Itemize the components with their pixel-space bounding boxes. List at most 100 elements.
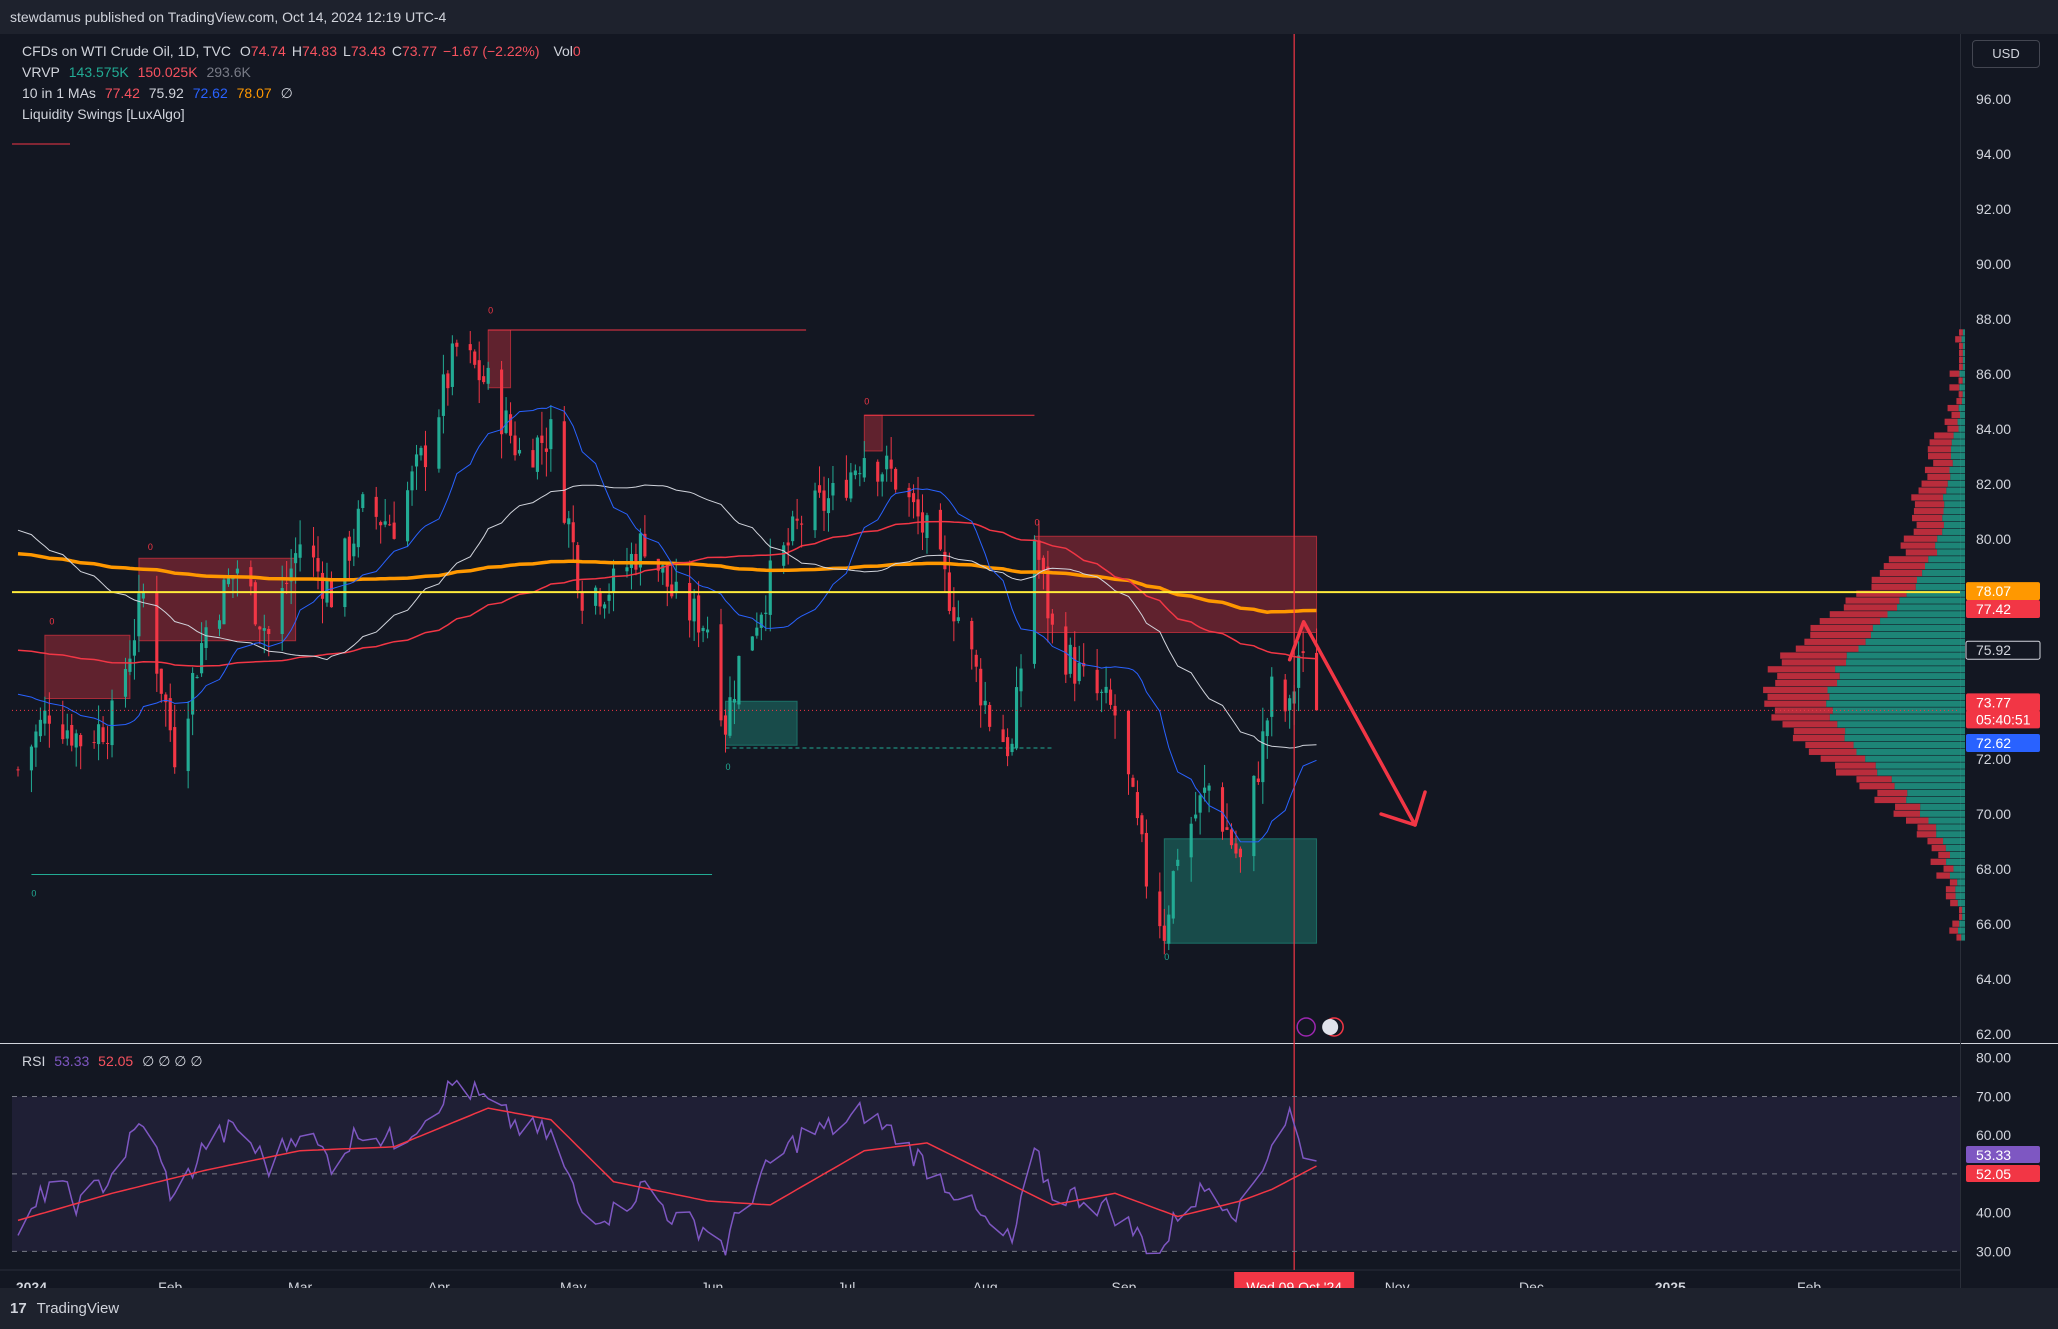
candle-body bbox=[894, 468, 898, 490]
moving-average-line bbox=[17, 484, 1317, 749]
vrvp-bar bbox=[1870, 631, 1965, 639]
candle-body bbox=[764, 612, 768, 614]
candle-body bbox=[159, 668, 163, 694]
vrvp-legend[interactable]: VRVP 143.575K 150.025K 293.6K bbox=[22, 62, 256, 82]
price-tick-label: 88.00 bbox=[1976, 311, 2011, 327]
rsi-legend[interactable]: RSI 53.33 52.05 ∅ ∅ ∅ ∅ bbox=[22, 1051, 208, 1071]
vrvp-bar bbox=[1944, 501, 1965, 508]
vrvp-bar bbox=[1962, 363, 1965, 370]
candle-body bbox=[356, 508, 360, 548]
candle-body bbox=[1158, 891, 1162, 927]
brand-name[interactable]: TradingView bbox=[36, 1300, 120, 1317]
vrvp-bar bbox=[1959, 906, 1963, 914]
symbol-legend[interactable]: CFDs on WTI Crude Oil, 1D, TVC O74.74 H74… bbox=[22, 41, 591, 61]
candle-body bbox=[1229, 829, 1234, 846]
time-tick-label: 2025 bbox=[1655, 1279, 1686, 1288]
price-label-box bbox=[1966, 710, 2040, 729]
vrvp-bar bbox=[1820, 755, 1866, 762]
vrvp-bar bbox=[1924, 466, 1950, 474]
vrvp-bar bbox=[1942, 528, 1965, 535]
time-tick-label: Sep bbox=[1112, 1279, 1137, 1288]
candle-body bbox=[101, 727, 105, 743]
candle-body bbox=[782, 545, 786, 566]
candle-body bbox=[423, 445, 428, 468]
liquidity-legend[interactable]: Liquidity Swings [LuxAlgo] bbox=[22, 104, 190, 124]
price-label-box bbox=[1966, 693, 2040, 712]
tv-logo-icon: 17 bbox=[10, 1300, 27, 1317]
vrvp-bar bbox=[1837, 679, 1965, 687]
candle-body bbox=[1207, 785, 1211, 791]
vrvp-bar bbox=[1962, 349, 1965, 357]
candle-body bbox=[1194, 814, 1198, 819]
vrvp-bar bbox=[1949, 384, 1960, 391]
candle-body bbox=[473, 351, 477, 365]
candle-body bbox=[1100, 691, 1104, 693]
time-tick-label: Aug bbox=[973, 1279, 998, 1288]
time-tick-label: Jul bbox=[837, 1279, 855, 1288]
candle-body bbox=[267, 628, 271, 635]
vrvp-bar bbox=[1763, 686, 1828, 694]
vrvp-bar bbox=[1930, 858, 1947, 865]
hidden-icon[interactable]: ∅ bbox=[280, 85, 293, 101]
candle-body bbox=[1135, 792, 1140, 819]
vrvp-bar bbox=[1959, 363, 1963, 370]
time-tick-label: Jun bbox=[701, 1279, 724, 1288]
ma-legend[interactable]: 10 in 1 MAs 77.42 75.92 72.62 78.07 ∅ bbox=[22, 83, 298, 103]
rsi-value-text: 52.05 bbox=[1976, 1166, 2011, 1182]
event-dividend-icon bbox=[1296, 1017, 1316, 1037]
candle-body bbox=[132, 640, 136, 656]
vrvp-bar bbox=[1935, 542, 1965, 549]
liquidity-zone-resistance bbox=[487, 329, 512, 389]
ma-value-1: 77.42 bbox=[104, 85, 140, 101]
vrvp-bar bbox=[1846, 659, 1965, 666]
vrvp-bar bbox=[1916, 576, 1965, 584]
candle-body bbox=[226, 578, 231, 585]
vrvp-bar bbox=[1955, 893, 1965, 900]
candle-body bbox=[517, 449, 522, 454]
vrvp-bar bbox=[1949, 879, 1958, 886]
vrvp-bar bbox=[1775, 679, 1838, 687]
vrvp-bar bbox=[1959, 343, 1963, 350]
candle-body bbox=[1314, 652, 1319, 711]
candle-body bbox=[885, 455, 889, 470]
candle-body bbox=[137, 593, 141, 637]
candle-body bbox=[844, 479, 848, 498]
candle-body bbox=[1225, 827, 1229, 830]
candle-body bbox=[320, 572, 325, 599]
vrvp-bar bbox=[1897, 604, 1965, 611]
candle-body bbox=[468, 344, 472, 351]
vrvp-bar bbox=[1843, 604, 1898, 611]
candle-body bbox=[1014, 687, 1019, 749]
candle-body bbox=[800, 523, 804, 525]
vrvp-bar bbox=[1859, 783, 1895, 790]
ma-value-2: 75.92 bbox=[148, 85, 184, 101]
currency-button[interactable]: USD bbox=[1972, 40, 2040, 68]
symbol-name: CFDs on WTI Crude Oil, 1D, TVC bbox=[22, 43, 232, 59]
vrvp-bar bbox=[1792, 734, 1845, 742]
candle-body bbox=[594, 587, 598, 606]
publish-line: stewdamus published on TradingView.com, … bbox=[10, 9, 447, 25]
candle-body bbox=[374, 496, 378, 517]
vrvp-bar bbox=[1826, 700, 1965, 707]
candle-body bbox=[47, 715, 51, 724]
ma-value-3: 72.62 bbox=[192, 85, 228, 101]
hidden-icon[interactable]: ∅ ∅ ∅ ∅ bbox=[142, 1053, 203, 1069]
price-tick-label: 94.00 bbox=[1976, 146, 2011, 162]
candle-body bbox=[329, 579, 334, 608]
time-tick-label: Mar bbox=[288, 1279, 312, 1288]
candle-body bbox=[316, 558, 320, 572]
time-tick-label: Dec bbox=[1519, 1279, 1544, 1288]
vrvp-bar bbox=[1858, 645, 1965, 652]
candle-body bbox=[482, 376, 486, 383]
vrvp-bar bbox=[1950, 453, 1965, 460]
vrvp-bar bbox=[1856, 590, 1907, 597]
vrvp-bar bbox=[1916, 521, 1944, 529]
candle-body bbox=[513, 435, 517, 456]
vrvp-bar bbox=[1877, 789, 1908, 797]
candle-body bbox=[97, 724, 101, 745]
candle-body bbox=[562, 421, 566, 523]
vrvp-bar bbox=[1856, 776, 1892, 783]
candle-body bbox=[1144, 832, 1148, 887]
candle-body bbox=[235, 568, 239, 574]
